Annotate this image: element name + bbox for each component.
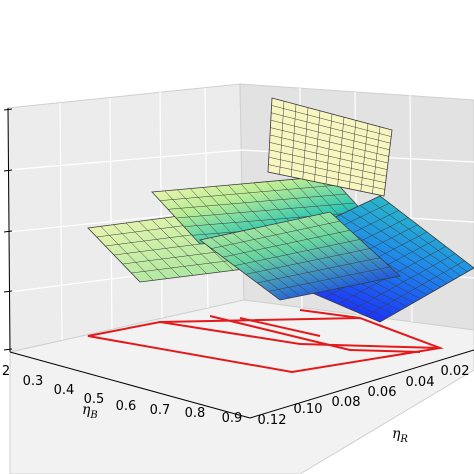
surface-middle-body [199,211,401,301]
y-tick-label: 0.10 [294,402,323,417]
mesh-line [268,156,386,184]
y-tick-label: 0.02 [441,364,470,379]
surface-patch [267,97,393,197]
y-tick-label: 0.08 [332,395,361,410]
mesh-line [264,225,341,289]
mesh-line [271,112,391,144]
x-axis-label: ηB [82,402,98,421]
mesh-line [351,253,456,311]
mesh-line [270,119,390,151]
mesh-line [245,248,371,275]
mesh-line [268,164,385,190]
z-axis [3,107,13,353]
mesh-line [211,220,341,249]
mesh-line [297,218,371,283]
mesh-line [365,260,465,317]
x-axis-label-sub: B [89,410,97,421]
y-tick-labels: 0.12 0.10 0.08 0.06 0.04 0.02 [258,364,470,428]
x-tick-label: 0.6 [116,399,137,414]
mesh-line [243,230,321,293]
y-tick-label: 0.06 [368,385,397,400]
mesh-line [257,257,381,284]
x-tick-label: 0.5 [84,392,105,407]
mesh-line [275,223,351,287]
y-tick-label: 0.04 [406,375,435,390]
x-axis-label-main: η [82,402,91,418]
mesh-line [222,230,351,258]
mesh-line [308,216,381,281]
mesh-line [175,202,356,219]
x-tick-labels: 2 0.3 0.4 0.5 0.6 0.7 0.8 0.9 [2,364,242,426]
y-axis-label-main: η [392,426,401,442]
mesh-line [318,214,391,279]
mesh-line [221,235,301,297]
mesh-line [183,211,364,227]
x-tick-label: 0.9 [222,411,243,426]
mesh-line [269,134,389,164]
x-tick-label: 0.7 [150,403,171,418]
mesh-line [210,237,291,299]
mesh-line [269,142,388,170]
x-tick-label: 0.3 [23,374,44,389]
x-axis-line [9,351,251,419]
mesh-line [159,184,339,201]
mesh-line [254,228,331,291]
x-tick-label: 0.4 [54,383,75,398]
surface-layer [87,97,474,323]
mesh-line [286,221,361,285]
y-axis-label-sub: R [399,434,408,445]
y-axis-line [249,349,474,419]
floor-projection [87,309,444,374]
mesh-line [167,193,347,210]
mesh-line [232,232,311,295]
y-axis-label: ηR [392,426,408,445]
mesh-line [268,266,391,292]
mesh-line [269,149,387,177]
surface-upper-plateau [267,97,393,197]
mesh-line [271,105,392,137]
mesh-line [270,127,389,157]
y-tick-label: 0.12 [258,413,287,428]
mesh-line [234,239,361,266]
x-tick-label: 0.8 [185,406,206,421]
x-tick-label: 2 [2,364,10,379]
